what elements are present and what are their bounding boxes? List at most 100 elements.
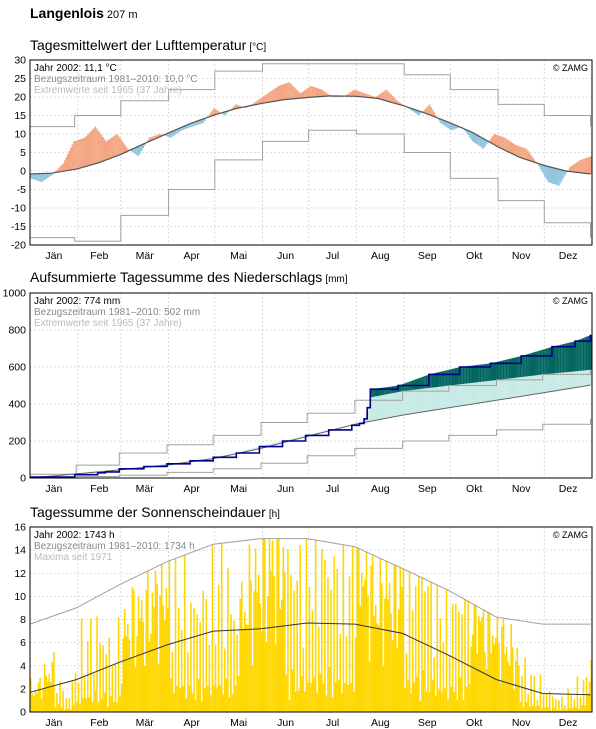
temperature-day-bar — [136, 147, 138, 156]
temperature-day-bar — [182, 126, 185, 130]
temperature-day-bar — [317, 88, 320, 97]
temperature-day-bar — [353, 89, 355, 97]
sunshine-day-bar — [299, 545, 302, 712]
precipitation-record-band — [387, 386, 389, 395]
sunshine-day-bar — [54, 707, 57, 712]
sunshine-day-bar — [302, 647, 305, 712]
temperature-day-bar — [411, 108, 414, 112]
temperature-day-bar — [177, 128, 180, 133]
sunshine-day-bar — [250, 580, 252, 712]
temperature-day-bar — [193, 122, 195, 127]
precipitation-surplus-band — [448, 385, 451, 408]
sunshine-day-bar — [399, 567, 402, 712]
precipitation-surplus-band — [210, 457, 212, 460]
sunshine-day-bar — [328, 667, 331, 712]
sunshine-day-bar — [542, 694, 545, 712]
sunshine-day-bar — [248, 544, 251, 712]
precipitation-surplus-band — [391, 393, 394, 418]
temperature-day-bar — [134, 147, 137, 155]
temperature-day-bar — [48, 173, 51, 177]
sunshine-day-bar — [133, 590, 135, 712]
precipitation-surplus-band — [555, 373, 557, 391]
temperature-day-bar — [262, 96, 265, 104]
precipitation-record-band — [507, 359, 509, 379]
sunshine-day-bar — [348, 576, 351, 712]
precipitation-surplus-band — [485, 381, 488, 402]
sunshine-day-bar — [82, 697, 84, 712]
sunshine-day-bar — [264, 538, 266, 712]
temperature-day-bar — [56, 169, 58, 173]
precipitation-record-band — [479, 364, 482, 382]
precipitation-record-band — [439, 371, 442, 387]
temperature-day-bar — [434, 114, 437, 117]
precipitation-record-band — [555, 345, 557, 374]
sunshine-day-bar — [110, 696, 112, 712]
precipitation-surplus-band — [388, 393, 391, 418]
temperature-day-bar — [485, 139, 488, 145]
precipitation-extreme-min-line — [30, 418, 591, 479]
sunshine-day-bar — [579, 696, 582, 712]
precipitation-record-band — [582, 337, 585, 371]
precipitation-surplus-band — [282, 441, 285, 443]
precipitation-xtick-label: Jul — [326, 483, 339, 495]
sunshine-day-bar — [197, 679, 200, 712]
precipitation-record-band — [570, 342, 573, 372]
sunshine-day-bar — [397, 609, 400, 712]
temperature-day-bar — [530, 155, 533, 161]
precipitation-record-band — [564, 343, 566, 373]
precipitation-chart-title: Aufsummierte Tagessumme des Niederschlag… — [30, 269, 348, 285]
sunshine-day-bar — [108, 637, 111, 712]
sunshine-day-bar — [85, 698, 88, 712]
sunshine-day-bar — [317, 626, 320, 712]
precipitation-record-band — [371, 388, 374, 398]
temperature-day-bar — [359, 91, 362, 97]
temperature-day-bar — [288, 82, 291, 100]
precipitation-surplus-band — [416, 389, 419, 413]
temperature-day-bar — [187, 124, 189, 129]
sunshine-day-bar — [456, 700, 459, 712]
precipitation-record-band — [468, 365, 471, 384]
temperature-day-bar — [324, 91, 326, 97]
temperature-day-bar — [422, 110, 425, 113]
temperature-day-bar — [316, 88, 318, 97]
sunshine-day-bar — [553, 707, 556, 712]
precipitation-ytick-label: 600 — [8, 362, 26, 374]
temperature-day-bar — [142, 144, 144, 149]
precipitation-reference-line — [29, 384, 591, 479]
sunshine-day-bar — [390, 613, 392, 712]
temperature-day-bar — [274, 88, 277, 102]
precipitation-record-band — [404, 383, 406, 391]
sunshine-day-bar — [582, 679, 585, 712]
precipitation-record-band — [450, 369, 452, 386]
sunshine-day-bar — [185, 698, 188, 712]
temperature-day-bar — [584, 158, 586, 174]
temperature-day-bar — [163, 134, 166, 136]
sunshine-day-bar — [102, 645, 104, 712]
temperature-day-bar — [555, 168, 557, 185]
precipitation-surplus-band — [478, 382, 480, 404]
precipitation-surplus-band — [515, 377, 517, 398]
precipitation-record-band — [565, 343, 568, 373]
sunshine-day-bar — [379, 557, 382, 712]
sunshine-day-bar — [490, 653, 492, 712]
sunshine-day-bar — [271, 540, 274, 712]
temperature-ytick-label: 10 — [14, 129, 26, 141]
sunshine-day-bar — [294, 691, 297, 712]
temperature-day-bar — [558, 169, 560, 186]
temperature-day-bar — [86, 134, 89, 167]
sunshine-day-bar — [142, 621, 144, 712]
precipitation-surplus-band — [382, 394, 385, 419]
temperature-day-bar — [224, 112, 226, 116]
sunshine-day-bar — [424, 591, 426, 712]
temperature-day-bar — [542, 164, 545, 175]
precipitation-legend-entry: Jahr 2002: 774 mm — [34, 296, 120, 307]
precipitation-surplus-band — [390, 393, 392, 418]
temperature-day-bar — [354, 90, 357, 97]
precipitation-record-band — [445, 370, 448, 386]
precipitation-record-band — [493, 362, 496, 381]
temperature-day-bar — [147, 140, 149, 143]
sunshine-legend-entry: Maxima seit 1971 — [34, 552, 113, 563]
sunshine-day-bar — [356, 547, 359, 712]
precipitation-surplus-band — [550, 373, 553, 392]
precipitation-record-band — [525, 354, 528, 377]
